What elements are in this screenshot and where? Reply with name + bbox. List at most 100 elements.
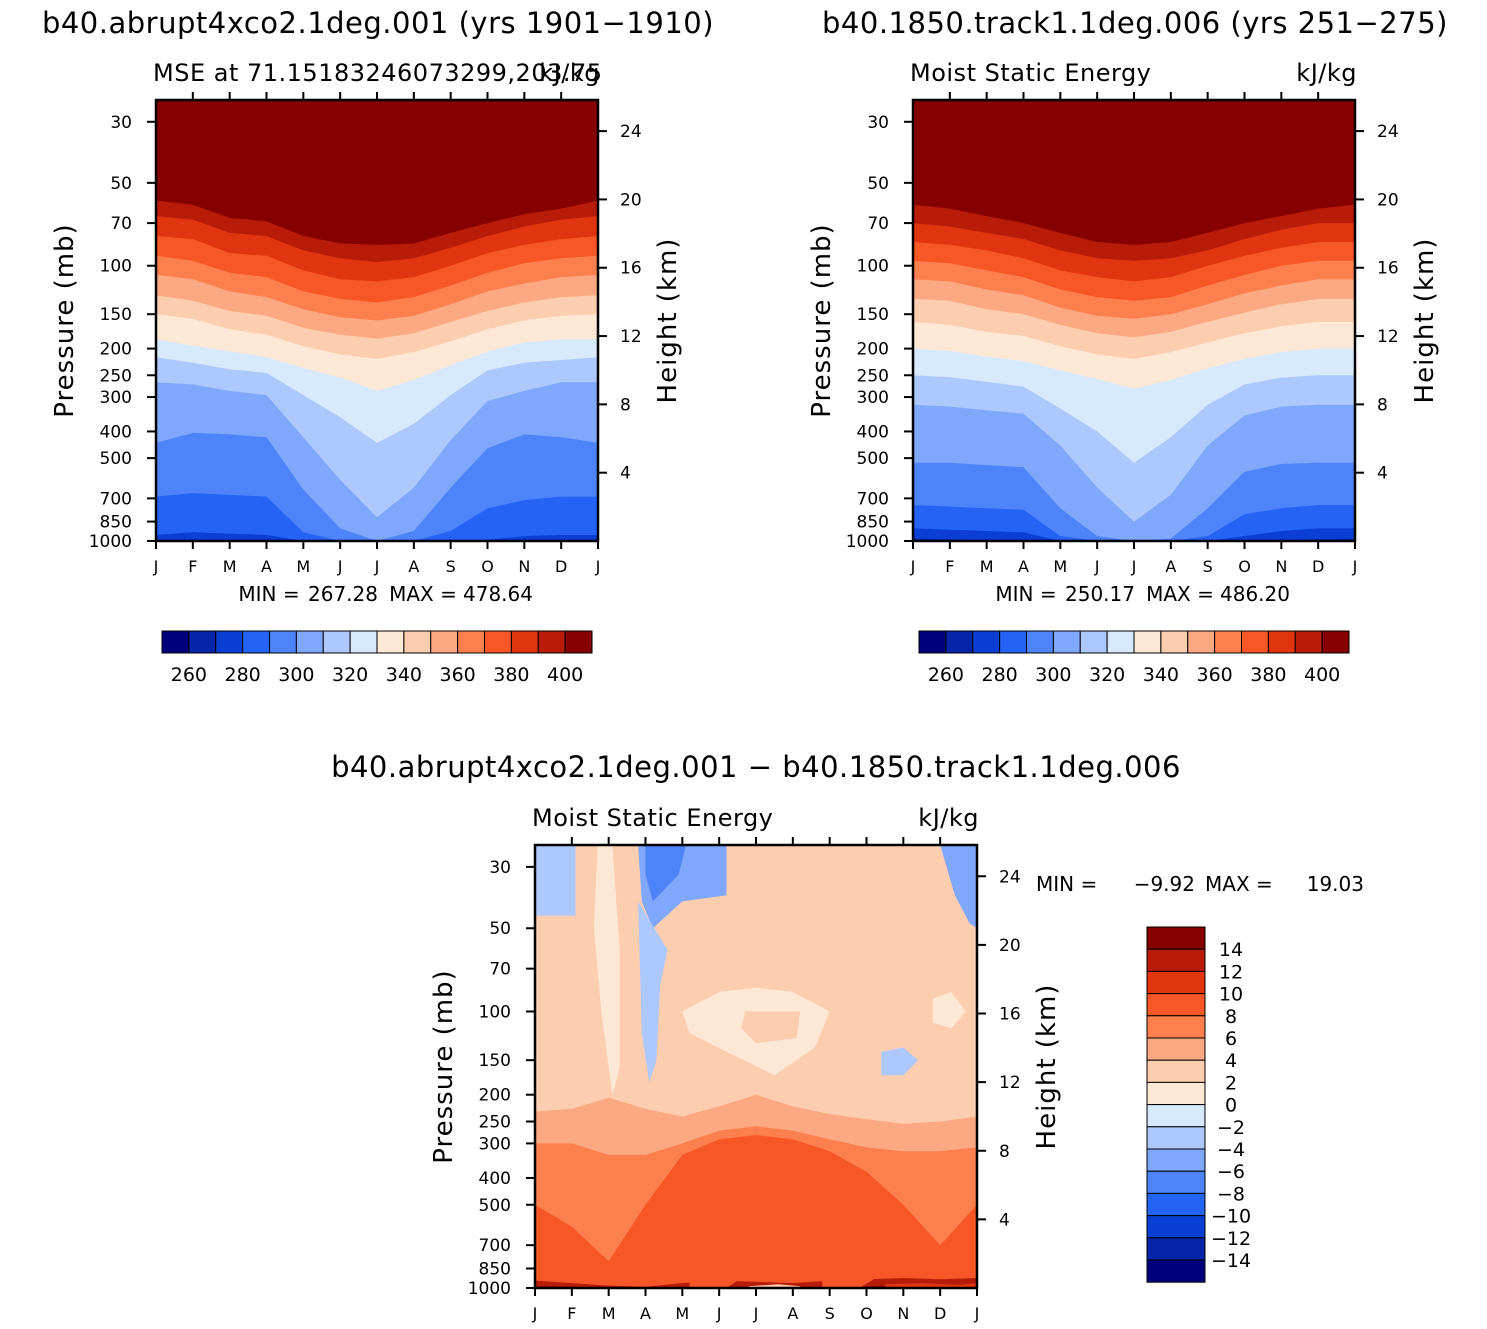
colorbar-swatch bbox=[537, 630, 566, 654]
colorbar-label: 400 bbox=[1304, 664, 1340, 686]
y-tick-label: 400 bbox=[857, 422, 889, 442]
y2-tick-label: 4 bbox=[999, 1210, 1010, 1230]
colorbar-label: 340 bbox=[1143, 664, 1179, 686]
contour-blob bbox=[932, 992, 966, 1029]
y2-tick-label: 12 bbox=[1377, 327, 1399, 347]
x-tick-label: D bbox=[1312, 557, 1324, 576]
x-tick-label: S bbox=[446, 557, 456, 576]
colorbar-label: −2 bbox=[1217, 1117, 1245, 1139]
colorbar-swatch bbox=[1146, 993, 1206, 1017]
max-value: 478.64 bbox=[463, 582, 533, 606]
y2-tick-label: 4 bbox=[620, 464, 631, 484]
colorbar-swatch bbox=[1079, 630, 1108, 654]
y2-tick-label: 20 bbox=[1377, 190, 1399, 210]
y-tick-label: 100 bbox=[857, 257, 889, 277]
contour-blob bbox=[741, 1011, 801, 1043]
colorbar-label: 360 bbox=[439, 664, 475, 686]
colorbar-label: −12 bbox=[1211, 1228, 1251, 1250]
colorbar-swatch bbox=[1146, 1081, 1206, 1106]
y-tick-label: 700 bbox=[857, 489, 889, 509]
min-label: MIN = bbox=[1036, 872, 1097, 896]
colorbar-swatch bbox=[1106, 630, 1135, 654]
y2-tick-label: 8 bbox=[620, 395, 631, 415]
colorbar-label: −6 bbox=[1217, 1161, 1245, 1183]
contour-band-400 bbox=[913, 100, 1355, 245]
colorbar-swatch bbox=[295, 630, 324, 654]
colorbar-swatch bbox=[1052, 630, 1081, 654]
y-tick-label: 150 bbox=[479, 1051, 511, 1071]
colorbar-swatch bbox=[564, 630, 593, 654]
colorbar-swatch bbox=[1321, 630, 1350, 654]
colorbar-label: 300 bbox=[1035, 664, 1071, 686]
colorbar-swatch bbox=[1241, 630, 1269, 654]
x-tick-label: J bbox=[374, 557, 380, 576]
y2-tick-label: 24 bbox=[999, 867, 1021, 887]
colorbar-swatch bbox=[1146, 1037, 1206, 1061]
x-tick-label: N bbox=[1275, 557, 1287, 576]
y-axis-label: Pressure (mb) bbox=[807, 223, 837, 417]
colorbar-swatch bbox=[1146, 1170, 1206, 1194]
min-value: 267.28 bbox=[308, 582, 378, 606]
y-tick-label: 100 bbox=[479, 1002, 511, 1022]
contour-fill bbox=[156, 100, 598, 541]
x-tick-label: J bbox=[1352, 557, 1358, 576]
x-tick-label: J bbox=[153, 557, 159, 576]
x-tick-label: J bbox=[716, 1304, 722, 1323]
y-axis-label: Pressure (mb) bbox=[50, 223, 80, 417]
colorbar-swatch bbox=[1146, 1148, 1206, 1172]
y-tick-label: 500 bbox=[479, 1196, 511, 1216]
subplot-left-label: Moist Static Energy bbox=[532, 804, 773, 832]
y-tick-label: 700 bbox=[100, 489, 132, 509]
x-tick-label: J bbox=[974, 1304, 980, 1323]
colorbar-swatch bbox=[457, 630, 486, 654]
colorbar-swatch bbox=[1160, 630, 1189, 654]
y-tick-label: 500 bbox=[857, 449, 889, 469]
colorbar-label: 6 bbox=[1225, 1028, 1237, 1050]
colorbar-swatch bbox=[242, 630, 271, 654]
colorbar-swatch bbox=[188, 630, 217, 654]
colorbar-swatch bbox=[999, 630, 1028, 654]
colorbar-swatch bbox=[403, 630, 432, 654]
mse-difference-panel: J F M A M J J A S O N D J305070100150200250300400500… bbox=[429, 804, 1364, 1323]
subplot-left-label: Moist Static Energy bbox=[910, 59, 1151, 87]
colorbar-label: 340 bbox=[386, 664, 422, 686]
colorbar-swatch bbox=[1146, 1126, 1206, 1150]
x-tick-label: D bbox=[934, 1304, 946, 1323]
colorbar-label: 10 bbox=[1219, 984, 1243, 1006]
y-tick-label: 1000 bbox=[846, 532, 889, 552]
y-tick-label: 1000 bbox=[468, 1279, 511, 1299]
colorbar-swatch bbox=[918, 630, 947, 654]
colorbar-swatch bbox=[1146, 1104, 1206, 1128]
colorbar-swatch bbox=[1133, 630, 1162, 654]
x-tick-label: M bbox=[602, 1304, 616, 1323]
y2-axis-label: Height (km) bbox=[1032, 984, 1062, 1150]
colorbar-label: 260 bbox=[171, 664, 207, 686]
y2-axis-label: Height (km) bbox=[653, 238, 683, 404]
y-tick-label: 400 bbox=[100, 422, 132, 442]
x-tick-label: A bbox=[261, 557, 272, 576]
x-tick-label: A bbox=[1165, 557, 1176, 576]
y2-tick-label: 16 bbox=[1377, 259, 1399, 279]
y2-tick-label: 24 bbox=[1377, 122, 1399, 142]
colorbar: 260 280 300 320 340 360 380 400 bbox=[918, 630, 1350, 686]
x-tick-label: J bbox=[532, 1304, 538, 1323]
y-tick-label: 30 bbox=[867, 113, 889, 133]
difference-title: b40.abrupt4xco2.1deg.001 − b40.1850.trac… bbox=[331, 750, 1181, 784]
y-tick-label: 300 bbox=[100, 388, 132, 408]
colorbar-label: 360 bbox=[1196, 664, 1232, 686]
colorbar-swatch bbox=[1146, 948, 1206, 972]
panel-left-title: b40.abrupt4xco2.1deg.001 (yrs 1901−1910) bbox=[42, 6, 714, 40]
y-tick-label: 70 bbox=[489, 960, 511, 980]
y2-tick-label: 16 bbox=[999, 1005, 1021, 1025]
x-tick-label: A bbox=[1018, 557, 1029, 576]
x-tick-label: M bbox=[223, 557, 237, 576]
colorbar-swatch bbox=[376, 630, 405, 654]
colorbar-label: −8 bbox=[1217, 1183, 1245, 1205]
y-tick-label: 700 bbox=[479, 1236, 511, 1256]
x-tick-label: N bbox=[897, 1304, 909, 1323]
colorbar-swatch bbox=[349, 630, 378, 654]
colorbar-label: 380 bbox=[1250, 664, 1286, 686]
y-tick-label: 150 bbox=[857, 305, 889, 325]
y-tick-label: 200 bbox=[100, 340, 132, 360]
